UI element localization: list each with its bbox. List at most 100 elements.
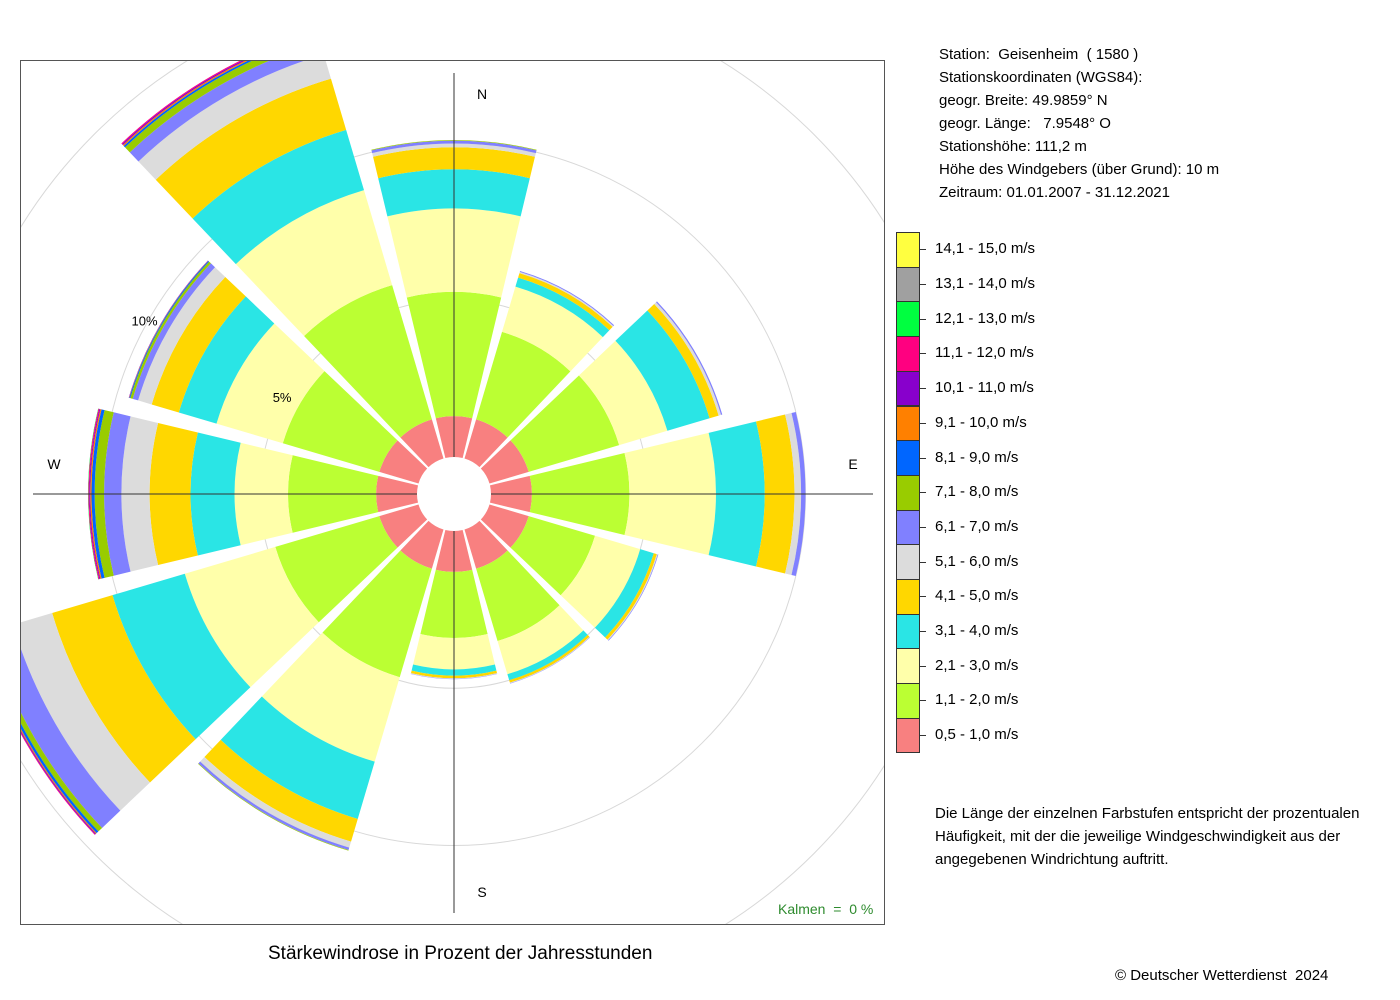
wedge-segment	[578, 340, 668, 446]
legend-tick	[920, 492, 926, 494]
wedge-segment	[125, 61, 269, 153]
legend-label: 2,1 - 3,0 m/s	[935, 656, 1019, 674]
note-line: Häufigkeit, mit der die jeweilige Windge…	[935, 828, 1341, 845]
wedge-segment	[507, 630, 588, 681]
wedge-segment	[138, 267, 226, 405]
legend-swatch	[896, 370, 920, 407]
wedge-segment	[476, 550, 560, 642]
wedge-segment	[94, 410, 114, 578]
note-line: Die Länge der einzelnen Farbstufen entsp…	[935, 805, 1360, 822]
legend-label: 8,1 - 9,0 m/s	[935, 448, 1019, 466]
legend-swatch	[896, 544, 920, 580]
station-latitude: geogr. Breite: 49.9859° N	[939, 92, 1108, 109]
legend-tick	[920, 353, 926, 355]
legend-swatch	[896, 440, 920, 476]
legend-label: 11,1 - 12,0 m/s	[935, 344, 1034, 362]
wedge-segment	[379, 504, 428, 548]
time-period: Zeitraum: 01.01.2007 - 31.12.2021	[939, 184, 1170, 201]
wedge-segment	[410, 673, 498, 680]
wedge-segment	[282, 371, 398, 472]
wedge-segment	[138, 61, 331, 180]
wedge-segment	[372, 143, 536, 157]
wedge-segment	[480, 440, 529, 484]
legend-swatch	[896, 683, 920, 719]
wedge-segment	[155, 78, 347, 219]
wedge-segment	[184, 546, 319, 688]
legend-label: 1,1 - 2,0 m/s	[935, 691, 1019, 709]
wedge-segment	[371, 139, 537, 151]
wedge-segment	[605, 553, 657, 640]
sensor-height: Höhe des Windgebers (über Grund): 10 m	[939, 161, 1220, 178]
wedge-segment	[371, 140, 537, 154]
legend-tick	[920, 249, 926, 251]
wedge-segment	[410, 673, 498, 679]
legend-swatch	[896, 509, 920, 546]
legend-label: 10,1 - 11,0 m/s	[935, 379, 1034, 397]
legend-swatch	[896, 405, 920, 442]
wedge-segment	[129, 61, 304, 162]
wedge-segment	[21, 649, 121, 828]
legend-swatch	[896, 579, 920, 615]
wedge-segment	[132, 263, 216, 401]
wedge-segment	[615, 310, 710, 431]
wedge-segment	[21, 613, 150, 811]
legend-label: 3,1 - 4,0 m/s	[935, 622, 1019, 640]
legend-swatch	[896, 301, 920, 338]
compass-label-n: N	[477, 86, 487, 102]
note-line: angegebenen Windrichtung auftritt.	[935, 851, 1169, 868]
wedge-segment	[112, 573, 251, 740]
wedge-segment	[52, 595, 196, 783]
station-name: Station: Geisenheim ( 1580 )	[939, 46, 1139, 63]
legend-tick	[920, 665, 926, 667]
ring-label: 5%	[273, 390, 292, 405]
legend-tick	[920, 631, 926, 633]
wedge-segment	[502, 286, 603, 372]
wedge-segment	[88, 408, 100, 580]
wedge-segment	[515, 277, 610, 338]
legend-label: 6,1 - 7,0 m/s	[935, 517, 1019, 535]
wedge-segment	[497, 605, 584, 675]
legend-swatch	[896, 613, 920, 650]
legend-label: 13,1 - 14,0 m/s	[935, 275, 1036, 293]
wedge-segment	[791, 411, 806, 577]
wedge-segment	[216, 323, 325, 444]
legend-label: 9,1 - 10,0 m/s	[935, 413, 1027, 431]
wedge-segment	[90, 409, 102, 579]
wedge-segment	[476, 331, 571, 438]
wedge-segment	[21, 712, 103, 832]
wedge-segment	[192, 129, 364, 265]
legend-tick	[920, 457, 926, 459]
legend-label: 0,5 - 1,0 m/s	[935, 726, 1019, 744]
legend-tick	[920, 422, 926, 424]
copyright: © Deutscher Wetterdienst 2024	[1115, 967, 1329, 984]
legend-swatch	[896, 717, 920, 754]
legend-label: 12,1 - 13,0 m/s	[935, 309, 1036, 327]
wedge-segment	[510, 516, 596, 596]
wedge-segment	[464, 419, 508, 468]
wedge-segment	[204, 739, 358, 842]
wedge-segment	[594, 549, 654, 638]
legend-tick	[920, 735, 926, 737]
wedge-segment	[785, 412, 802, 576]
wedge-segment	[88, 408, 99, 580]
legend-tick	[920, 596, 926, 598]
wedge-segment	[400, 520, 444, 569]
calm-label: Kalmen = 0 %	[778, 901, 874, 917]
legend-tick	[920, 700, 926, 702]
legend-label: 5,1 - 6,0 m/s	[935, 552, 1019, 570]
compass-label-w: W	[47, 456, 61, 472]
wedge-segment	[509, 634, 590, 683]
legend-swatch	[896, 648, 920, 685]
wedge-segment	[304, 285, 432, 438]
wedge-segment	[235, 190, 393, 336]
compass-label-s: S	[477, 884, 486, 900]
wedge-segment	[200, 756, 352, 848]
wedge-segment	[178, 296, 275, 424]
legend-label: 4,1 - 5,0 m/s	[935, 587, 1019, 605]
wedge-segment	[91, 409, 105, 579]
legend-tick	[920, 526, 926, 528]
wedge-segment	[151, 276, 246, 413]
legend-swatch	[896, 336, 920, 372]
